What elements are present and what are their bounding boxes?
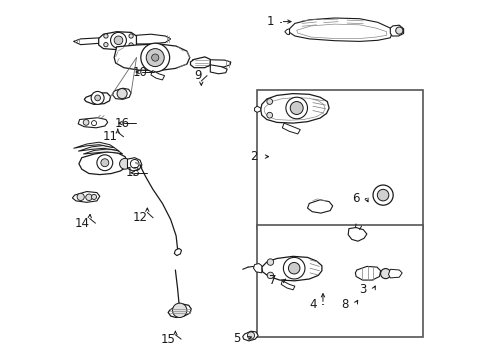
Circle shape <box>114 36 122 45</box>
Bar <box>257 225 422 337</box>
Bar <box>192 59 208 66</box>
Circle shape <box>266 99 272 104</box>
Circle shape <box>285 97 307 119</box>
Polygon shape <box>136 34 170 44</box>
Polygon shape <box>210 60 230 67</box>
Circle shape <box>129 34 133 38</box>
Circle shape <box>289 102 303 114</box>
Circle shape <box>130 159 139 168</box>
Polygon shape <box>284 29 289 35</box>
Text: 3: 3 <box>359 283 366 296</box>
Circle shape <box>97 155 113 171</box>
Polygon shape <box>114 44 189 71</box>
Polygon shape <box>264 98 325 120</box>
Polygon shape <box>307 200 332 213</box>
Text: 16: 16 <box>115 117 130 130</box>
Text: 7: 7 <box>269 274 276 287</box>
Circle shape <box>377 189 388 201</box>
Text: 6: 6 <box>351 192 359 204</box>
Circle shape <box>283 257 305 279</box>
Polygon shape <box>168 304 191 318</box>
Polygon shape <box>253 264 261 273</box>
Circle shape <box>117 89 127 99</box>
Polygon shape <box>210 65 227 74</box>
Circle shape <box>288 262 299 274</box>
Circle shape <box>101 159 108 167</box>
Text: 8: 8 <box>341 298 348 311</box>
Circle shape <box>395 27 402 34</box>
Text: 5: 5 <box>233 332 241 345</box>
Polygon shape <box>151 71 164 80</box>
Text: 2: 2 <box>250 150 257 163</box>
Circle shape <box>380 269 390 279</box>
Polygon shape <box>389 25 403 36</box>
Polygon shape <box>296 24 386 39</box>
Circle shape <box>83 120 89 125</box>
Circle shape <box>103 34 108 38</box>
Circle shape <box>172 303 186 318</box>
Circle shape <box>120 158 130 169</box>
Circle shape <box>95 95 101 101</box>
Circle shape <box>151 54 159 61</box>
Polygon shape <box>387 269 401 278</box>
Polygon shape <box>113 88 131 99</box>
Polygon shape <box>78 145 119 151</box>
Circle shape <box>266 272 273 279</box>
Polygon shape <box>73 38 104 45</box>
Circle shape <box>266 112 272 118</box>
Text: 15: 15 <box>160 333 175 346</box>
Polygon shape <box>261 256 321 281</box>
Text: 9: 9 <box>193 69 201 82</box>
Polygon shape <box>174 248 181 256</box>
Circle shape <box>146 49 164 67</box>
Text: 11: 11 <box>102 130 118 143</box>
Polygon shape <box>260 94 328 123</box>
Circle shape <box>372 185 392 205</box>
Polygon shape <box>72 192 100 202</box>
Text: 4: 4 <box>308 298 316 311</box>
Circle shape <box>91 91 104 104</box>
Polygon shape <box>84 93 110 104</box>
Text: 12: 12 <box>132 211 147 224</box>
Circle shape <box>91 121 96 126</box>
Polygon shape <box>254 106 260 112</box>
Circle shape <box>91 194 96 199</box>
Polygon shape <box>242 331 258 341</box>
Text: 13: 13 <box>126 166 141 179</box>
Polygon shape <box>289 18 391 41</box>
Bar <box>257 90 422 229</box>
Polygon shape <box>347 228 366 241</box>
Text: 10: 10 <box>133 66 148 78</box>
Circle shape <box>77 193 84 201</box>
Polygon shape <box>73 142 114 148</box>
Polygon shape <box>190 57 210 68</box>
Polygon shape <box>282 123 300 134</box>
Circle shape <box>110 32 126 48</box>
Circle shape <box>103 42 108 47</box>
Circle shape <box>85 194 92 201</box>
Circle shape <box>247 332 254 339</box>
Circle shape <box>129 43 133 47</box>
Circle shape <box>141 43 169 72</box>
Polygon shape <box>355 266 380 280</box>
Text: 1: 1 <box>266 15 273 28</box>
Polygon shape <box>79 152 127 175</box>
Polygon shape <box>83 149 122 154</box>
Polygon shape <box>281 281 294 290</box>
Polygon shape <box>78 118 107 128</box>
Polygon shape <box>127 158 142 171</box>
Polygon shape <box>99 32 136 50</box>
Text: 14: 14 <box>75 217 89 230</box>
Circle shape <box>266 259 273 265</box>
